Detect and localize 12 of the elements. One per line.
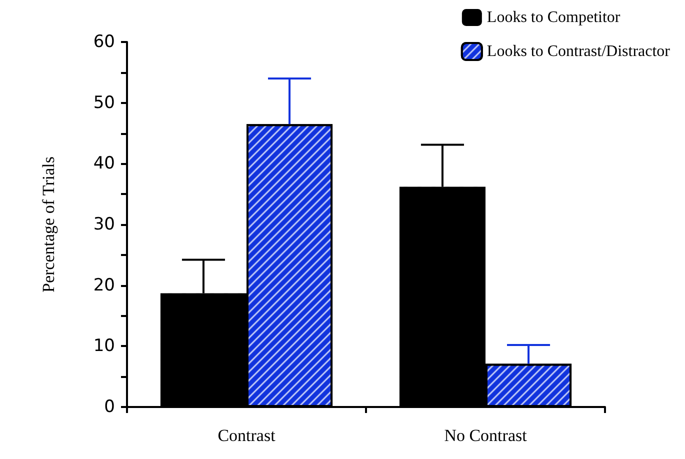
x-tick-label: Contrast: [218, 426, 276, 445]
legend-label: Looks to Contrast/Distractor: [486, 43, 671, 60]
y-tick-label: 40: [93, 154, 115, 174]
y-tick-label: 60: [93, 32, 115, 52]
y-tick-label: 20: [93, 275, 115, 296]
x-tick-label: No Contrast: [444, 426, 528, 445]
y-axis-title: Percentage of Trials: [39, 156, 58, 292]
y-tick-label: 0: [104, 397, 115, 417]
y-tick-label: 30: [93, 214, 115, 234]
y-tick-label: 50: [93, 92, 115, 113]
legend-label: Looks to Competitor: [486, 9, 621, 26]
y-tick-label: 10: [93, 336, 115, 356]
